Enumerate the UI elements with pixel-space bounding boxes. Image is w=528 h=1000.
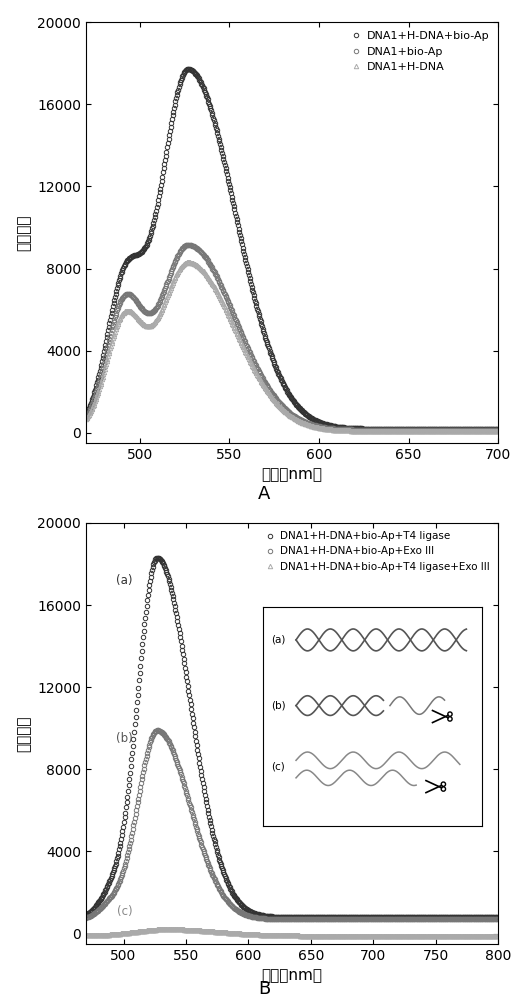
DNA1+H-DNA+bio-Ap [156, 190, 162, 202]
Line: DNA1+H-DNA+bio-Ap+T4 ligase+Exo III: DNA1+H-DNA+bio-Ap+T4 ligase+Exo III [84, 927, 500, 938]
DNA1+H-DNA+bio-Ap [393, 423, 400, 435]
DNA1+H-DNA+bio-Ap+T4 ligase [494, 911, 501, 923]
DNA1+H-DNA+bio-Ap+Exo III [494, 913, 501, 925]
DNA1+H-DNA+bio-Ap+T4 ligase+Exo III [83, 929, 89, 941]
Line: DNA1+bio-Ap: DNA1+bio-Ap [84, 243, 500, 432]
Y-axis label: 荧光强度: 荧光强度 [17, 715, 32, 752]
DNA1+H-DNA+bio-Ap+T4 ligase [156, 553, 163, 565]
Text: B: B [258, 980, 270, 998]
DNA1+H-DNA+bio-Ap+T4 ligase [154, 552, 161, 564]
DNA1+H-DNA+bio-Ap+T4 ligase [190, 712, 196, 724]
DNA1+H-DNA+bio-Ap+Exo III [154, 724, 161, 736]
DNA1+H-DNA [270, 393, 276, 405]
DNA1+H-DNA+bio-Ap+Exo III [393, 913, 400, 925]
DNA1+H-DNA+bio-Ap+T4 ligase [326, 911, 333, 923]
DNA1+H-DNA+bio-Ap+T4 ligase+Exo III [326, 930, 333, 942]
DNA1+bio-Ap [270, 389, 276, 401]
DNA1+H-DNA+bio-Ap+Exo III [270, 913, 276, 925]
DNA1+bio-Ap [393, 424, 400, 436]
DNA1+H-DNA+bio-Ap+T4 ligase+Exo III [393, 930, 400, 942]
DNA1+H-DNA+bio-Ap+Exo III [326, 913, 333, 925]
Text: (b): (b) [116, 732, 133, 745]
DNA1+H-DNA+bio-Ap [83, 407, 89, 419]
DNA1+bio-Ap [190, 240, 196, 252]
DNA1+H-DNA+bio-Ap+Exo III [190, 809, 196, 821]
Line: DNA1+H-DNA+bio-Ap+T4 ligase: DNA1+H-DNA+bio-Ap+T4 ligase [84, 556, 500, 919]
DNA1+H-DNA+bio-Ap+T4 ligase [359, 911, 365, 923]
DNA1+bio-Ap [156, 297, 162, 309]
Text: (a): (a) [116, 574, 133, 587]
DNA1+H-DNA+bio-Ap+Exo III [444, 913, 450, 925]
DNA1+H-DNA+bio-Ap [494, 423, 501, 435]
DNA1+H-DNA+bio-Ap+T4 ligase [83, 909, 89, 921]
DNA1+bio-Ap [185, 239, 191, 251]
DNA1+H-DNA+bio-Ap+T4 ligase+Exo III [270, 929, 276, 941]
DNA1+bio-Ap [326, 422, 333, 434]
DNA1+H-DNA+bio-Ap [326, 419, 333, 431]
DNA1+bio-Ap [494, 424, 501, 436]
DNA1+H-DNA+bio-Ap+T4 ligase+Exo III [190, 924, 196, 936]
DNA1+H-DNA [83, 413, 89, 425]
DNA1+H-DNA+bio-Ap+Exo III [83, 912, 89, 924]
DNA1+H-DNA+bio-Ap [190, 65, 196, 77]
X-axis label: 波长（nm）: 波长（nm） [261, 468, 323, 483]
DNA1+H-DNA+bio-Ap [185, 63, 192, 75]
Line: DNA1+H-DNA+bio-Ap+Exo III: DNA1+H-DNA+bio-Ap+Exo III [84, 728, 500, 921]
DNA1+H-DNA [494, 425, 501, 437]
DNA1+H-DNA+bio-Ap+T4 ligase+Exo III [164, 923, 171, 935]
DNA1+H-DNA [393, 425, 400, 437]
Text: (c): (c) [117, 905, 133, 918]
DNA1+H-DNA+bio-Ap+T4 ligase+Exo III [359, 930, 365, 942]
DNA1+H-DNA+bio-Ap+T4 ligase+Exo III [494, 930, 501, 942]
Line: DNA1+H-DNA: DNA1+H-DNA [84, 260, 500, 433]
Y-axis label: 荧光强度: 荧光强度 [17, 214, 32, 251]
DNA1+bio-Ap [83, 410, 89, 422]
Text: A: A [258, 485, 270, 503]
Legend: DNA1+H-DNA+bio-Ap+T4 ligase, DNA1+H-DNA+bio-Ap+Exo III, DNA1+H-DNA+bio-Ap+T4 lig: DNA1+H-DNA+bio-Ap+T4 ligase, DNA1+H-DNA+… [260, 528, 493, 575]
X-axis label: 波长（nm）: 波长（nm） [261, 968, 323, 983]
Legend: DNA1+H-DNA+bio-Ap, DNA1+bio-Ap, DNA1+H-DNA: DNA1+H-DNA+bio-Ap, DNA1+bio-Ap, DNA1+H-D… [345, 28, 493, 76]
DNA1+H-DNA+bio-Ap+T4 ligase [446, 911, 452, 923]
DNA1+H-DNA+bio-Ap+Exo III [156, 725, 163, 737]
DNA1+H-DNA+bio-Ap+T4 ligase [393, 911, 400, 923]
DNA1+H-DNA+bio-Ap [270, 354, 276, 366]
DNA1+H-DNA+bio-Ap [359, 422, 365, 434]
DNA1+bio-Ap [359, 424, 365, 436]
DNA1+H-DNA+bio-Ap+T4 ligase+Exo III [156, 923, 162, 935]
Line: DNA1+H-DNA+bio-Ap: DNA1+H-DNA+bio-Ap [84, 67, 500, 431]
DNA1+H-DNA [185, 256, 191, 268]
DNA1+H-DNA+bio-Ap+Exo III [359, 913, 365, 925]
DNA1+H-DNA [326, 423, 333, 435]
DNA1+H-DNA+bio-Ap+T4 ligase [270, 911, 276, 923]
DNA1+H-DNA [156, 310, 162, 322]
DNA1+H-DNA [359, 425, 365, 437]
DNA1+H-DNA [190, 257, 196, 269]
